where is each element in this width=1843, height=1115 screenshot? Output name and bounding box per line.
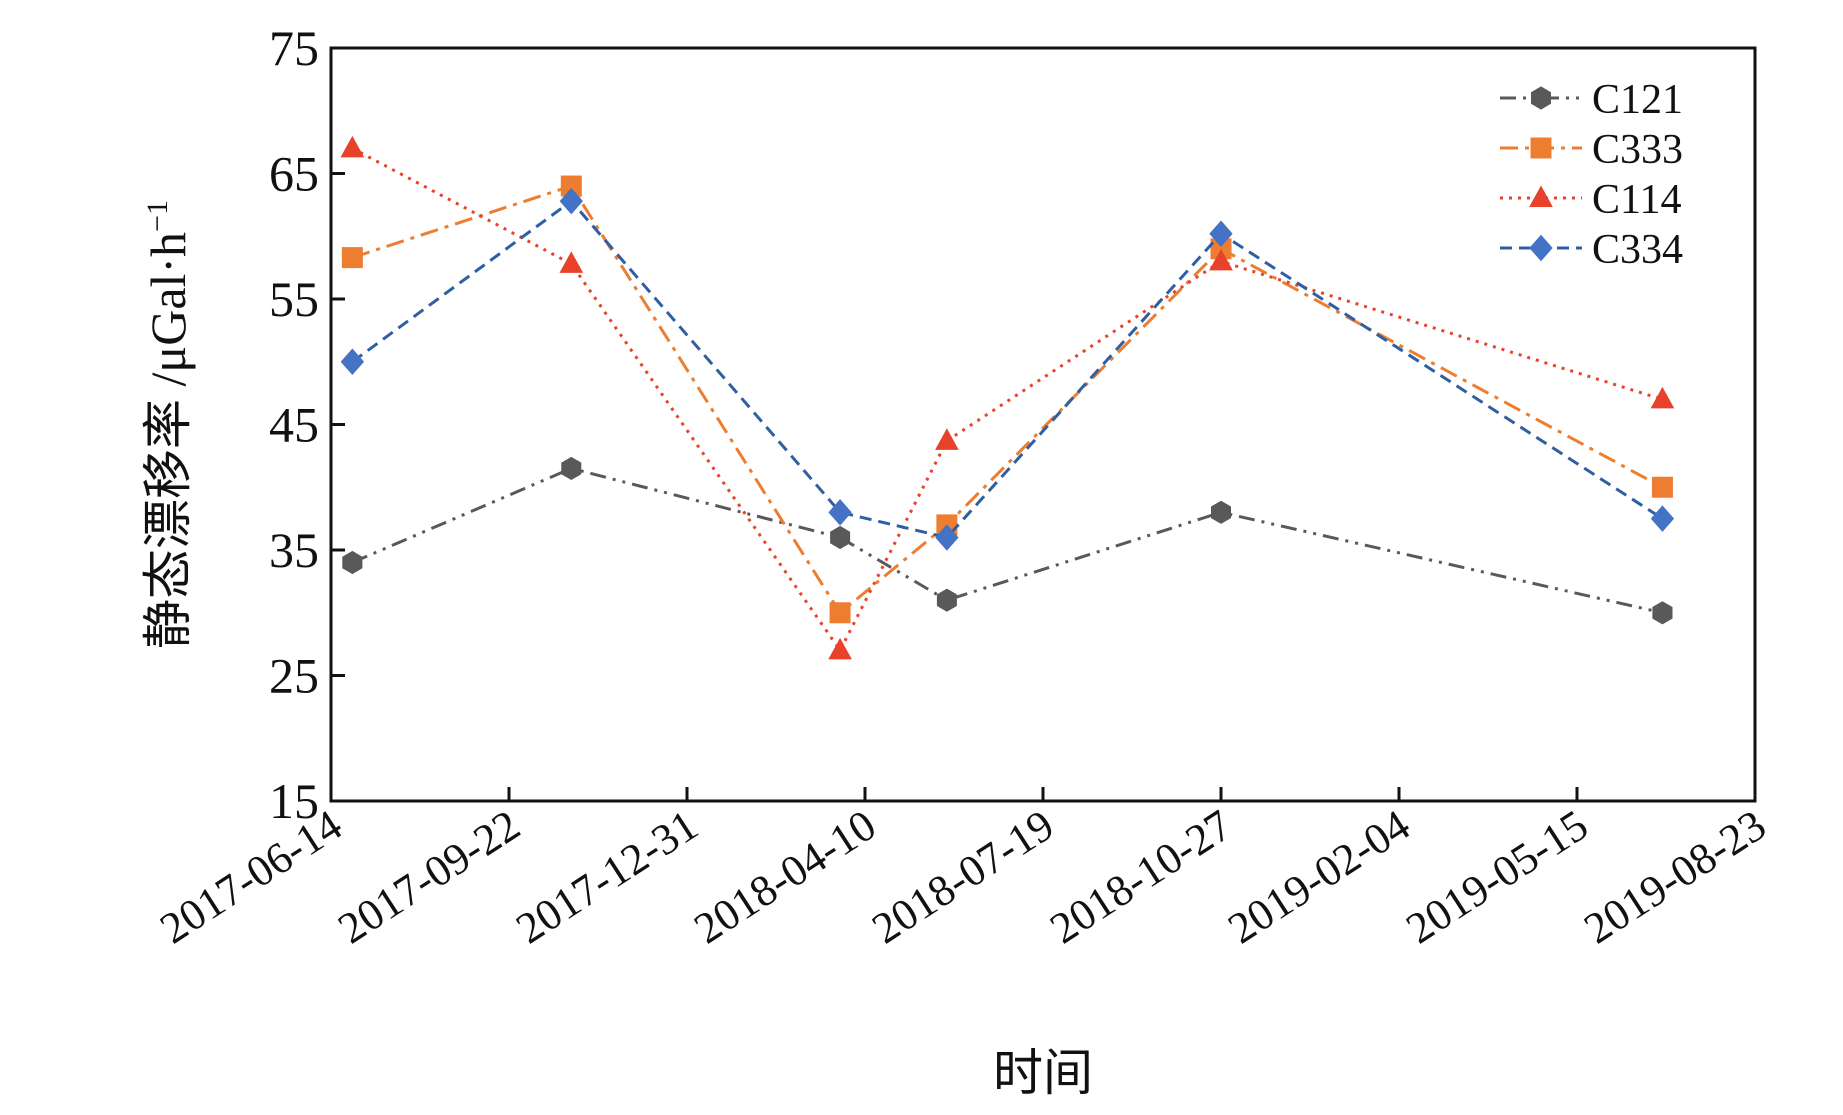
legend-label: C333 (1592, 127, 1683, 173)
legend-label: C121 (1592, 77, 1683, 123)
x-tick-label: 2017-06-14 (152, 800, 351, 953)
data-point-c333 (1651, 476, 1673, 498)
legend-marker (1531, 86, 1551, 110)
series-line-c121 (351, 466, 1663, 615)
x-axis: 2017-06-142017-09-222017-12-312018-04-10… (152, 787, 1775, 953)
series-c333 (341, 175, 1673, 624)
data-point-c114 (1650, 386, 1675, 409)
data-point-c114 (559, 251, 584, 273)
data-point-c121 (561, 456, 582, 480)
data-point-c114 (340, 135, 365, 158)
data-point-c334 (935, 524, 959, 551)
y-tick-label: 45 (269, 397, 319, 453)
x-tick-label: 2019-08-23 (1576, 800, 1775, 953)
legend-marker (1529, 185, 1553, 207)
x-tick-label: 2018-10-27 (1042, 800, 1241, 953)
legend-item-c121: C121 (1500, 77, 1683, 123)
y-tick-label: 55 (269, 271, 319, 327)
x-tick-label: 2019-05-15 (1398, 800, 1597, 953)
y-tick-label: 25 (269, 648, 319, 704)
data-point-c333 (341, 247, 363, 269)
legend-item-c334: C334 (1500, 227, 1683, 273)
data-point-c333 (829, 602, 851, 624)
y-axis-title-superscript: −1 (141, 200, 174, 232)
series-c121 (342, 456, 1673, 625)
data-point-c114 (935, 428, 959, 450)
y-tick-label: 65 (269, 146, 319, 202)
y-tick-label: 35 (269, 522, 319, 578)
legend-marker (1529, 234, 1553, 262)
data-point-c334 (1209, 220, 1233, 247)
x-tick-label: 2017-12-31 (508, 800, 707, 953)
x-tick-label: 2018-07-19 (864, 800, 1063, 953)
legend-marker (1530, 137, 1552, 159)
series-line-c114 (351, 147, 1663, 652)
legend-label: C114 (1592, 177, 1681, 223)
data-point-c334 (1650, 505, 1675, 532)
data-point-c114 (1209, 248, 1233, 271)
x-tick-label: 2019-02-04 (1220, 800, 1419, 953)
data-point-c121 (936, 588, 957, 612)
plot-frame (329, 46, 1757, 803)
series-layer (340, 135, 1675, 660)
y-axis: 15 25 35 45 55 65 75 (269, 20, 345, 829)
data-point-c121 (1211, 500, 1231, 524)
x-tick-label: 2018-04-10 (686, 800, 885, 953)
data-point-c114 (828, 637, 852, 660)
data-point-c121 (342, 550, 363, 575)
y-tick-label: 75 (269, 20, 319, 76)
series-c114 (340, 135, 1675, 660)
y-axis-title: 静态漂移率 /μGal·h−1 (140, 200, 196, 649)
data-point-c334 (340, 348, 365, 376)
x-tick-label: 2017-09-22 (330, 800, 529, 953)
series-line-c333 (351, 184, 1664, 615)
legend-item-c114: C114 (1500, 177, 1681, 223)
legend-label: C334 (1592, 227, 1683, 273)
data-point-c334 (828, 499, 852, 526)
y-axis-title-main: 静态漂移率 /μGal·h (140, 232, 196, 649)
data-point-c121 (830, 525, 851, 550)
series-c334 (340, 187, 1675, 551)
x-axis-title: 时间 (993, 1045, 1093, 1101)
y-tick-label: 15 (269, 773, 319, 829)
data-point-c334 (559, 187, 583, 215)
series-line-c334 (351, 199, 1664, 539)
data-point-c121 (1652, 601, 1673, 625)
legend-item-c333: C333 (1500, 127, 1683, 173)
